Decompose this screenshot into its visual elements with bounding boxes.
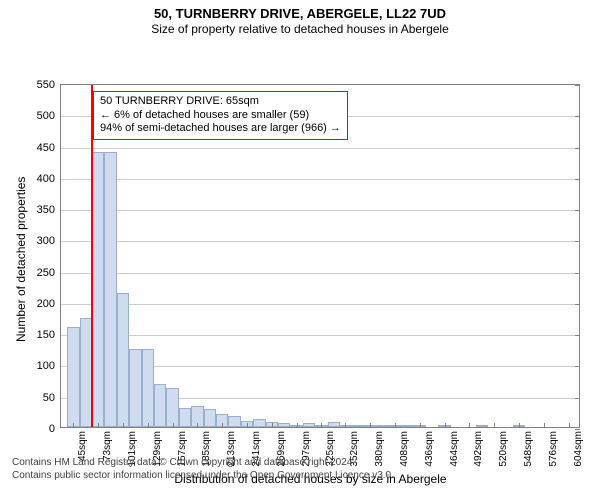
ytick-label: 550 bbox=[37, 79, 55, 91]
bar bbox=[303, 423, 315, 427]
ytick-label: 400 bbox=[37, 173, 55, 185]
xtick-mark bbox=[222, 423, 223, 428]
annotation-line: ← 6% of detached houses are smaller (59) bbox=[100, 109, 341, 123]
xtick-label: 604sqm bbox=[573, 431, 584, 467]
ytick-mark bbox=[575, 179, 580, 180]
bar bbox=[179, 408, 191, 427]
xtick-mark bbox=[148, 423, 149, 428]
xtick-mark bbox=[395, 423, 396, 428]
gridline bbox=[61, 148, 579, 149]
xtick-label: 464sqm bbox=[449, 431, 460, 467]
bar bbox=[401, 425, 413, 427]
ytick-mark bbox=[575, 210, 580, 211]
xtick-mark bbox=[272, 423, 273, 428]
xtick-mark bbox=[173, 423, 174, 428]
gridline bbox=[61, 210, 579, 211]
attribution-line-1: Contains HM Land Registry data © Crown c… bbox=[12, 456, 394, 469]
xtick-mark bbox=[197, 423, 198, 428]
ytick-mark bbox=[575, 366, 580, 367]
annotation-box: 50 TURNBERRY DRIVE: 65sqm← 6% of detache… bbox=[93, 91, 348, 140]
ytick-label: 200 bbox=[37, 298, 55, 310]
ytick-mark bbox=[575, 148, 580, 149]
annotation-line: 94% of semi-detached houses are larger (… bbox=[100, 122, 341, 136]
xtick-mark bbox=[297, 423, 298, 428]
bar bbox=[67, 327, 79, 427]
xtick-mark bbox=[345, 423, 346, 428]
xtick-label: 436sqm bbox=[424, 431, 435, 467]
bar bbox=[376, 425, 388, 427]
xtick-label: 548sqm bbox=[523, 431, 534, 467]
xtick-mark bbox=[123, 423, 124, 428]
ytick-mark bbox=[575, 273, 580, 274]
bar bbox=[166, 388, 178, 427]
bar bbox=[154, 384, 166, 427]
xtick-mark bbox=[370, 423, 371, 428]
ytick-label: 100 bbox=[37, 360, 55, 372]
attribution: Contains HM Land Registry data © Crown c… bbox=[0, 454, 394, 482]
bar bbox=[352, 425, 364, 427]
bar bbox=[278, 423, 290, 427]
gridline bbox=[61, 335, 579, 336]
plot-area: 05010015020025030035040045050055045sqm73… bbox=[60, 84, 580, 428]
ytick-label: 300 bbox=[37, 235, 55, 247]
y-axis-label: Number of detached properties bbox=[14, 177, 28, 342]
xtick-mark bbox=[420, 423, 421, 428]
bar bbox=[104, 152, 116, 427]
annotation-line: 50 TURNBERRY DRIVE: 65sqm bbox=[100, 95, 341, 109]
bar bbox=[117, 293, 129, 427]
ytick-label: 0 bbox=[49, 423, 55, 435]
bar bbox=[142, 349, 154, 427]
gridline bbox=[61, 304, 579, 305]
chart: 05010015020025030035040045050055045sqm73… bbox=[0, 38, 600, 488]
xtick-mark bbox=[73, 423, 74, 428]
xtick-mark bbox=[98, 423, 99, 428]
xtick-mark bbox=[469, 423, 470, 428]
ytick-mark bbox=[575, 429, 580, 430]
xtick-label: 520sqm bbox=[498, 431, 509, 467]
ytick-mark bbox=[575, 335, 580, 336]
bar bbox=[204, 409, 216, 427]
xtick-mark bbox=[519, 423, 520, 428]
xtick-mark bbox=[445, 423, 446, 428]
xtick-label: 408sqm bbox=[399, 431, 410, 467]
bar bbox=[253, 419, 265, 427]
bar bbox=[476, 425, 488, 427]
ytick-mark bbox=[575, 304, 580, 305]
page-title: 50, TURNBERRY DRIVE, ABERGELE, LL22 7UD bbox=[0, 0, 600, 22]
xtick-mark bbox=[544, 423, 545, 428]
ytick-mark bbox=[575, 241, 580, 242]
ytick-label: 450 bbox=[37, 142, 55, 154]
xtick-label: 576sqm bbox=[548, 431, 559, 467]
xtick-mark bbox=[494, 423, 495, 428]
page-subtitle: Size of property relative to detached ho… bbox=[0, 22, 600, 38]
ytick-label: 350 bbox=[37, 204, 55, 216]
bar bbox=[228, 416, 240, 427]
attribution-line-2: Contains public sector information licen… bbox=[12, 469, 394, 482]
xtick-label: 492sqm bbox=[473, 431, 484, 467]
ytick-label: 500 bbox=[37, 110, 55, 122]
xtick-mark bbox=[569, 423, 570, 428]
ytick-label: 50 bbox=[43, 392, 55, 404]
ytick-label: 250 bbox=[37, 267, 55, 279]
ytick-mark bbox=[575, 85, 580, 86]
ytick-label: 150 bbox=[37, 329, 55, 341]
gridline bbox=[61, 241, 579, 242]
ytick-mark bbox=[575, 398, 580, 399]
xtick-mark bbox=[247, 423, 248, 428]
ytick-mark bbox=[575, 116, 580, 117]
bar bbox=[92, 152, 104, 427]
xtick-mark bbox=[321, 423, 322, 428]
bar bbox=[129, 349, 141, 427]
gridline bbox=[61, 179, 579, 180]
gridline bbox=[61, 273, 579, 274]
